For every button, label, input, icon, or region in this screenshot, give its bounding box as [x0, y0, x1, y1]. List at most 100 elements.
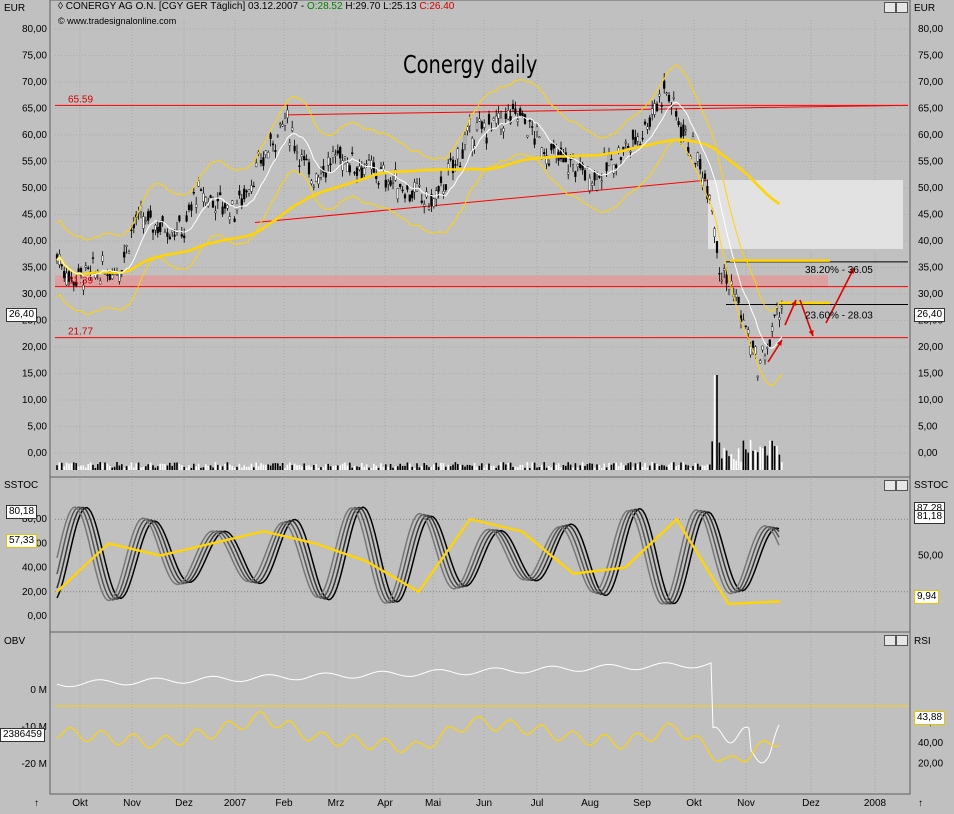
price-panel-close-button[interactable]	[896, 2, 908, 13]
sstoc-panel-maximize-button[interactable]	[884, 480, 896, 491]
candle-body	[643, 121, 647, 125]
candle-body	[132, 223, 135, 229]
candle-body	[396, 188, 399, 200]
last-price-tag-left: 26,40	[6, 308, 38, 322]
sstoc-y-tick: 40,00	[22, 563, 47, 574]
candle-body	[713, 228, 716, 238]
volume-bar	[466, 464, 469, 470]
candle-body	[216, 198, 219, 202]
volume-bar	[620, 462, 622, 470]
candle-body	[634, 136, 637, 145]
obv-tag: 2386459	[0, 728, 45, 742]
price-y-tick-right: 0,00	[918, 448, 938, 459]
candle-body	[355, 167, 359, 176]
volume-bar	[377, 467, 380, 470]
volume-bar	[673, 462, 675, 470]
candle-body	[432, 198, 435, 207]
volume-bar	[512, 466, 514, 470]
volume-bar	[656, 463, 658, 470]
candle-body	[358, 166, 361, 170]
chart-header: ◊ CONERGY AG O.N. [CGY GER Täglich] 03.1…	[58, 1, 455, 12]
volume-bar	[202, 467, 205, 470]
volume-bar	[195, 466, 197, 470]
volume-bar	[329, 466, 332, 470]
candle-body	[247, 189, 251, 194]
obv-panel-maximize-button[interactable]	[884, 635, 896, 646]
candle-body	[118, 272, 121, 282]
volume-bar	[272, 463, 274, 470]
volume-bar	[214, 462, 217, 470]
volume-bar	[238, 463, 241, 470]
candle-body	[651, 108, 654, 115]
volume-bar	[106, 463, 109, 470]
rsi-label: RSI	[914, 636, 931, 647]
volume-bar	[389, 463, 392, 470]
volume-bar	[212, 467, 214, 470]
stochastic-line	[56, 506, 780, 605]
volume-bar	[70, 463, 73, 470]
candle-body	[615, 164, 618, 169]
volume-bar	[730, 454, 733, 470]
candle-body	[327, 157, 330, 166]
candle-body	[329, 163, 332, 166]
price-y-tick-left: 10,00	[22, 395, 47, 406]
candle-body	[324, 171, 327, 178]
price-y-tick-right: 50,00	[918, 183, 943, 194]
x-axis-label: 2007	[224, 798, 247, 809]
candle-body	[571, 158, 575, 165]
volume-bar	[454, 462, 457, 470]
volume-bar	[445, 466, 447, 470]
volume-bar	[99, 462, 101, 470]
price-y-tick-right: 55,00	[918, 157, 943, 168]
volume-bar	[584, 465, 586, 470]
candle-body	[439, 176, 443, 183]
volume-bar	[63, 466, 65, 470]
volume-bar	[397, 466, 399, 470]
candle-body	[725, 274, 728, 284]
candle-body	[408, 194, 411, 202]
candle-body	[387, 181, 390, 185]
candle-body	[252, 185, 255, 188]
target-zone	[708, 180, 903, 249]
obv-panel-close-button[interactable]	[896, 635, 908, 646]
candle-body	[658, 93, 661, 97]
candle-body	[274, 150, 277, 153]
candle-body	[149, 210, 152, 218]
rsi-tag: 43,88	[914, 711, 946, 725]
sstoc-panel-close-button[interactable]	[896, 480, 908, 491]
price-panel-maximize-button[interactable]	[884, 2, 896, 13]
candle-body	[240, 198, 243, 206]
volume-bar	[305, 465, 308, 470]
candle-body	[675, 111, 678, 117]
candle-body	[70, 276, 73, 279]
volume-bar	[553, 462, 555, 470]
candle-body	[199, 189, 203, 191]
volume-bar	[332, 466, 334, 470]
volume-bar	[368, 467, 370, 470]
volume-bar	[579, 465, 581, 470]
candle-body	[562, 154, 565, 163]
volume-bar	[411, 466, 413, 470]
volume-bar	[315, 464, 317, 470]
candle-body	[763, 355, 767, 361]
volume-bar	[725, 450, 728, 470]
volume-bar	[464, 466, 466, 470]
candle-body	[655, 103, 659, 112]
candle-body	[221, 206, 224, 215]
candle-body	[370, 160, 373, 170]
volume-bar	[140, 467, 142, 470]
candle-body	[451, 159, 455, 174]
volume-bar	[598, 464, 601, 470]
candle-body	[706, 185, 709, 200]
volume-bar	[723, 447, 725, 470]
price-y-tick-left: 15,00	[22, 369, 47, 380]
stochastic-signal	[56, 517, 781, 606]
volume-bar	[603, 463, 605, 470]
trade-arrow	[825, 267, 855, 324]
volume-bar	[344, 462, 346, 470]
candle-body	[759, 360, 762, 364]
bollinger-upper	[56, 64, 783, 312]
candle-body	[581, 163, 584, 171]
candle-body	[315, 173, 318, 182]
